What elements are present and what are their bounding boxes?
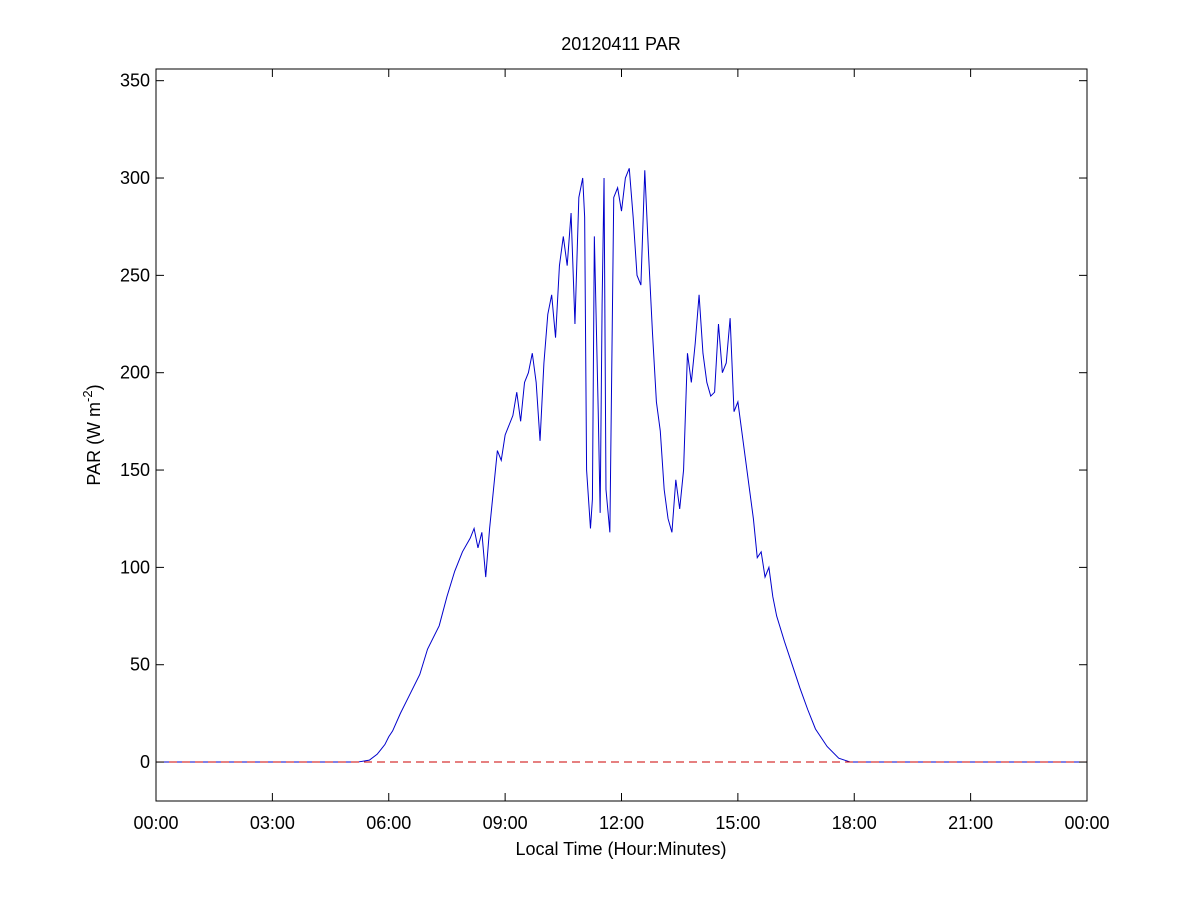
x-tick-label: 15:00 — [715, 813, 760, 833]
chart-title: 20120411 PAR — [561, 34, 680, 54]
y-tick-label: 100 — [120, 557, 150, 577]
x-tick-label: 21:00 — [948, 813, 993, 833]
par-series-line — [156, 168, 1087, 763]
y-axis-label: PAR (W m-2) — [80, 384, 104, 485]
y-tick-label: 50 — [130, 655, 150, 675]
x-tick-label: 18:00 — [832, 813, 877, 833]
x-tick-label: 03:00 — [250, 813, 295, 833]
y-axis-label-close: ) — [84, 384, 104, 390]
y-tick-label: 150 — [120, 460, 150, 480]
y-tick-label: 200 — [120, 363, 150, 383]
y-tick-label: 0 — [140, 752, 150, 772]
y-tick-label: 250 — [120, 265, 150, 285]
x-tick-label: 00:00 — [1064, 813, 1109, 833]
series-layer — [156, 168, 1087, 763]
x-tick-label: 12:00 — [599, 813, 644, 833]
x-tick-label: 09:00 — [483, 813, 528, 833]
y-axis-label-main: PAR (W m — [84, 402, 104, 486]
plot-area — [156, 69, 1087, 801]
x-axis-label: Local Time (Hour:Minutes) — [515, 839, 726, 859]
y-axis-label-superscript: -2 — [80, 390, 95, 402]
y-tick-label: 350 — [120, 71, 150, 91]
x-tick-label: 00:00 — [133, 813, 178, 833]
y-tick-label: 300 — [120, 168, 150, 188]
x-tick-label: 06:00 — [366, 813, 411, 833]
tick-layer: 00:00 03:00 06:00 09:00 12:00 15:00 18:00 21:00… — [120, 69, 1110, 833]
plot-frame — [155, 68, 1088, 802]
